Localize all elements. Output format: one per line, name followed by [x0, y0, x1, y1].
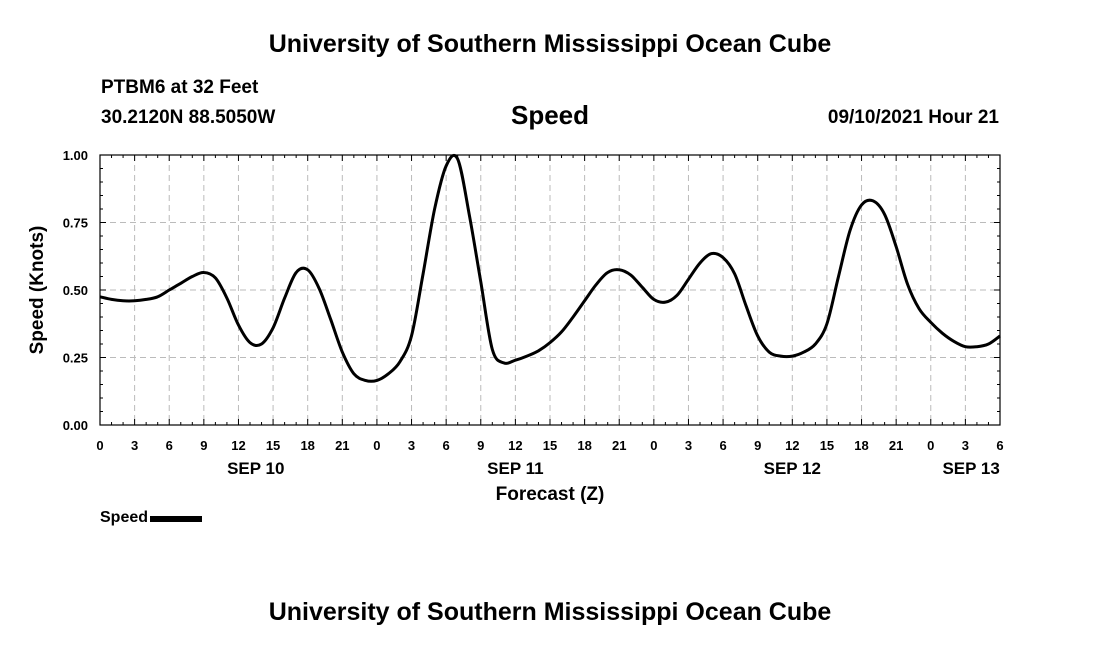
- y-axis-title: Speed (Knots): [27, 226, 48, 355]
- x-axis-title: Forecast (Z): [496, 484, 605, 505]
- speed-series-line: [99, 153, 1001, 383]
- station-coordinates: 30.2120N 88.5050W: [101, 107, 276, 128]
- x-tick-label: 0: [373, 438, 380, 453]
- y-tick-label: 0.25: [63, 351, 88, 366]
- station-name: PTBM6 at 32 Feet: [101, 77, 259, 98]
- x-tick-label: 9: [200, 438, 207, 453]
- legend-swatch: [150, 516, 203, 522]
- x-tick-label: 15: [543, 438, 557, 453]
- x-tick-label: 9: [477, 438, 484, 453]
- date-label: SEP 10: [227, 459, 284, 478]
- x-tick-label: 0: [927, 438, 934, 453]
- date-label: SEP 12: [764, 459, 821, 478]
- x-tick-label: 18: [577, 438, 591, 453]
- date-label: SEP 11: [487, 459, 543, 478]
- x-tick-label: 21: [889, 438, 903, 453]
- x-tick-label: 18: [854, 438, 868, 453]
- x-tick-label: 6: [443, 438, 450, 453]
- x-tick-label: 15: [266, 438, 280, 453]
- y-tick-label: 0.50: [63, 283, 88, 298]
- x-tick-label: 3: [131, 438, 138, 453]
- forecast-run-time: 09/10/2021 Hour 21: [827, 107, 999, 128]
- chart-title: Speed: [510, 100, 590, 130]
- main-title: University of Southern Mississippi Ocean…: [268, 30, 832, 58]
- x-tick-label: 21: [335, 438, 349, 453]
- x-tick-label: 12: [785, 438, 799, 453]
- y-tick-label: 0.75: [63, 216, 88, 231]
- y-tick-label: 0.00: [63, 418, 88, 433]
- x-tick-label: 12: [231, 438, 245, 453]
- x-tick-label: 3: [685, 438, 692, 453]
- x-tick-label: 3: [962, 438, 969, 453]
- x-tick-label: 3: [408, 438, 415, 453]
- x-tick-label: 0: [650, 438, 657, 453]
- x-tick-label: 21: [612, 438, 626, 453]
- legend: Speed: [100, 509, 203, 527]
- date-label: SEP 13: [942, 459, 999, 478]
- y-tick-label: 1.00: [63, 148, 88, 163]
- x-tick-label: 9: [754, 438, 761, 453]
- x-tick-label: 6: [996, 438, 1003, 453]
- x-tick-label: 6: [719, 438, 726, 453]
- x-tick-label: 12: [508, 438, 522, 453]
- x-tick-label: 18: [300, 438, 314, 453]
- x-tick-label: 15: [820, 438, 834, 453]
- x-tick-label: 6: [166, 438, 173, 453]
- footer-title: University of Southern Mississippi Ocean…: [268, 598, 832, 626]
- x-tick-label: 0: [96, 438, 103, 453]
- legend-label: Speed: [100, 509, 149, 526]
